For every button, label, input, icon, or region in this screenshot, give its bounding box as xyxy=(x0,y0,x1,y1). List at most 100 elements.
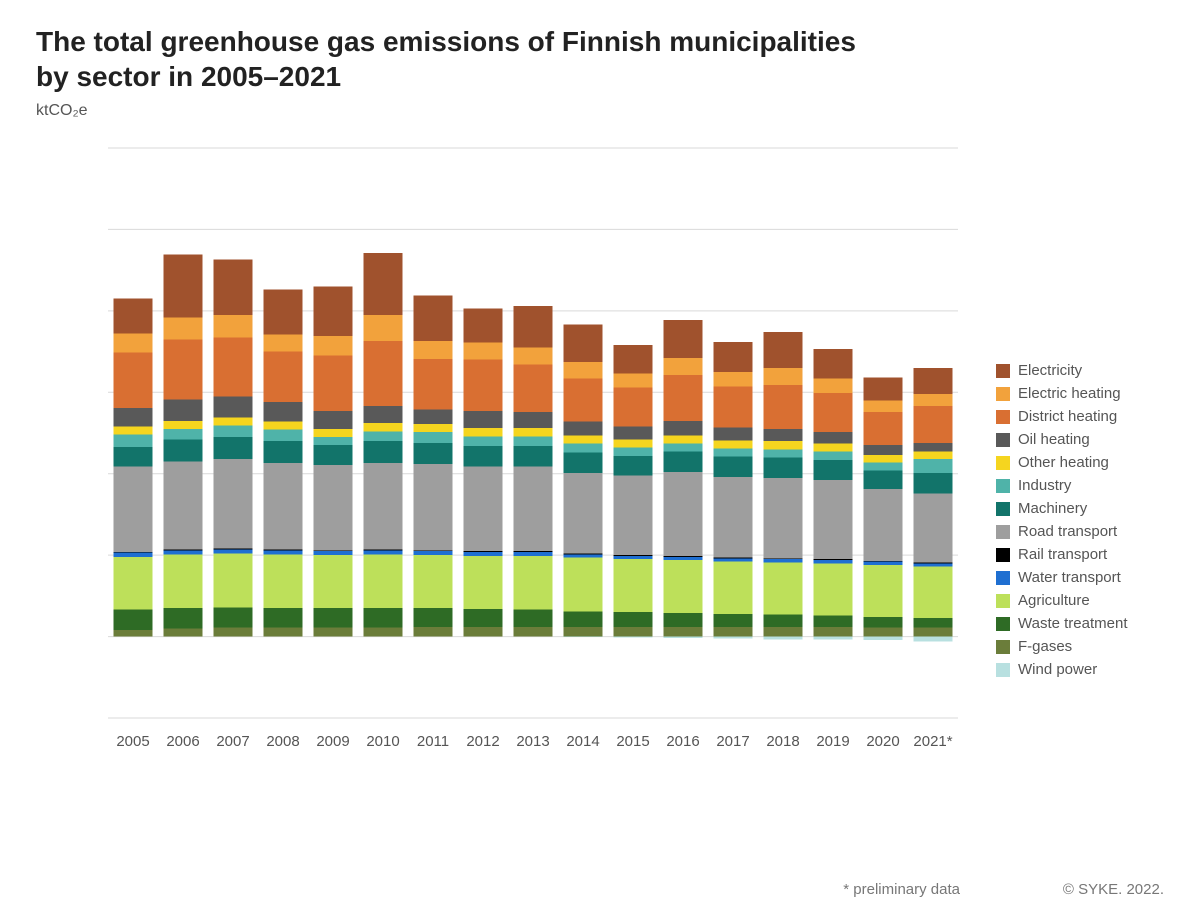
bar-segment-electricity xyxy=(414,295,453,341)
bar-segment-electricity xyxy=(164,255,203,318)
bar-segment-oil_heating xyxy=(714,427,753,440)
bar-segment-f_gases xyxy=(664,627,703,637)
bar-segment-district_heating xyxy=(314,356,353,411)
bar-segment-electric_heating xyxy=(614,374,653,388)
bar-segment-f_gases xyxy=(764,627,803,637)
bar-segment-agriculture xyxy=(314,555,353,608)
bar-segment-electric_heating xyxy=(714,372,753,387)
bar-segment-industry xyxy=(814,452,853,460)
bar-segment-water_transport xyxy=(164,550,203,554)
bar-segment-machinery xyxy=(264,441,303,463)
bar-segment-electricity xyxy=(714,342,753,372)
bar-segment-road_transport xyxy=(414,464,453,550)
bar-segment-water_transport xyxy=(414,551,453,555)
bar-segment-road_transport xyxy=(864,489,903,561)
legend-item-waste_treatment: Waste treatment xyxy=(996,615,1196,632)
bar-segment-industry xyxy=(514,436,553,446)
bar-segment-road_transport xyxy=(264,463,303,549)
bar-segment-machinery xyxy=(764,457,803,477)
legend-label: F-gases xyxy=(1018,638,1072,655)
bar-segment-oil_heating xyxy=(364,406,403,423)
bar-segment-district_heating xyxy=(114,352,153,407)
bar-segment-industry xyxy=(764,449,803,457)
bar-segment-industry xyxy=(714,448,753,456)
bar-segment-other_heating xyxy=(614,440,653,448)
bar-segment-industry xyxy=(464,436,503,446)
bar-segment-electricity xyxy=(514,306,553,348)
bar-segment-agriculture xyxy=(364,554,403,608)
legend-label: Water transport xyxy=(1018,569,1121,586)
bar-segment-f_gases xyxy=(264,628,303,637)
bar-segment-waste_treatment xyxy=(214,607,253,627)
bar-segment-electric_heating xyxy=(314,336,353,356)
bar-segment-district_heating xyxy=(264,352,303,402)
legend-label: District heating xyxy=(1018,408,1117,425)
bar-segment-waste_treatment xyxy=(314,608,353,628)
legend-swatch xyxy=(996,364,1010,378)
bar-segment-other_heating xyxy=(414,424,453,432)
bar-segment-rail_transport xyxy=(364,549,403,550)
x-tick-label: 2012 xyxy=(466,733,499,750)
x-tick-label: 2011 xyxy=(417,733,449,750)
bar-segment-road_transport xyxy=(764,478,803,559)
bar-segment-electricity xyxy=(614,345,653,374)
bar-segment-water_transport xyxy=(464,552,503,556)
bar-segment-other_heating xyxy=(514,428,553,436)
bar-segment-other_heating xyxy=(164,421,203,429)
bar-segment-machinery xyxy=(214,437,253,459)
bar-segment-f_gases xyxy=(414,627,453,637)
bar-segment-other_heating xyxy=(564,435,603,443)
bar-segment-oil_heating xyxy=(414,409,453,424)
bar-segment-oil_heating xyxy=(814,432,853,443)
bar-segment-waste_treatment xyxy=(114,610,153,630)
legend-item-oil_heating: Oil heating xyxy=(996,431,1196,448)
bar-segment-district_heating xyxy=(914,406,953,443)
legend-swatch xyxy=(996,433,1010,447)
bar-segment-other_heating xyxy=(364,423,403,431)
bar-segment-road_transport xyxy=(914,493,953,562)
bar-segment-road_transport xyxy=(514,466,553,551)
x-tick-label: 2005 xyxy=(116,733,149,750)
bar-segment-water_transport xyxy=(614,556,653,559)
bar-segment-electricity xyxy=(914,368,953,394)
bar-segment-electricity xyxy=(314,286,353,336)
bar-segment-rail_transport xyxy=(864,561,903,562)
bar-segment-f_gases xyxy=(514,627,553,637)
x-tick-label: 2018 xyxy=(766,733,799,750)
bar-segment-water_transport xyxy=(114,553,153,557)
bar-segment-rail_transport xyxy=(164,549,203,550)
bar-segment-oil_heating xyxy=(264,402,303,422)
bar-segment-electric_heating xyxy=(914,394,953,406)
bar-segment-district_heating xyxy=(714,387,753,428)
bar-segment-water_transport xyxy=(914,563,953,566)
bar-segment-electricity xyxy=(114,299,153,334)
legend-item-wind_power: Wind power xyxy=(996,661,1196,678)
bar-segment-machinery xyxy=(914,473,953,493)
bar-segment-electricity xyxy=(664,320,703,358)
bar-segment-district_heating xyxy=(814,393,853,432)
bar-segment-agriculture xyxy=(264,554,303,608)
bar-segment-machinery xyxy=(664,452,703,472)
bar-segment-machinery xyxy=(514,446,553,466)
bar-segment-agriculture xyxy=(464,556,503,609)
bar-segment-water_transport xyxy=(514,552,553,556)
legend-item-machinery: Machinery xyxy=(996,500,1196,517)
legend-swatch xyxy=(996,387,1010,401)
bar-segment-district_heating xyxy=(514,365,553,412)
bar-segment-electric_heating xyxy=(264,334,303,351)
bar-segment-machinery xyxy=(364,441,403,463)
bar-segment-rail_transport xyxy=(464,551,503,552)
chart-legend: ElectricityElectric heatingDistrict heat… xyxy=(996,362,1196,684)
bar-segment-agriculture xyxy=(564,558,603,612)
legend-label: Agriculture xyxy=(1018,592,1090,609)
bar-segment-water_transport xyxy=(664,557,703,560)
legend-item-road_transport: Road transport xyxy=(996,523,1196,540)
legend-item-industry: Industry xyxy=(996,477,1196,494)
bar-segment-other_heating xyxy=(264,422,303,430)
bar-segment-machinery xyxy=(464,446,503,466)
bar-segment-agriculture xyxy=(514,556,553,610)
bar-segment-agriculture xyxy=(864,565,903,617)
bar-segment-rail_transport xyxy=(564,554,603,555)
bar-segment-water_transport xyxy=(814,560,853,563)
bar-segment-electric_heating xyxy=(664,358,703,375)
